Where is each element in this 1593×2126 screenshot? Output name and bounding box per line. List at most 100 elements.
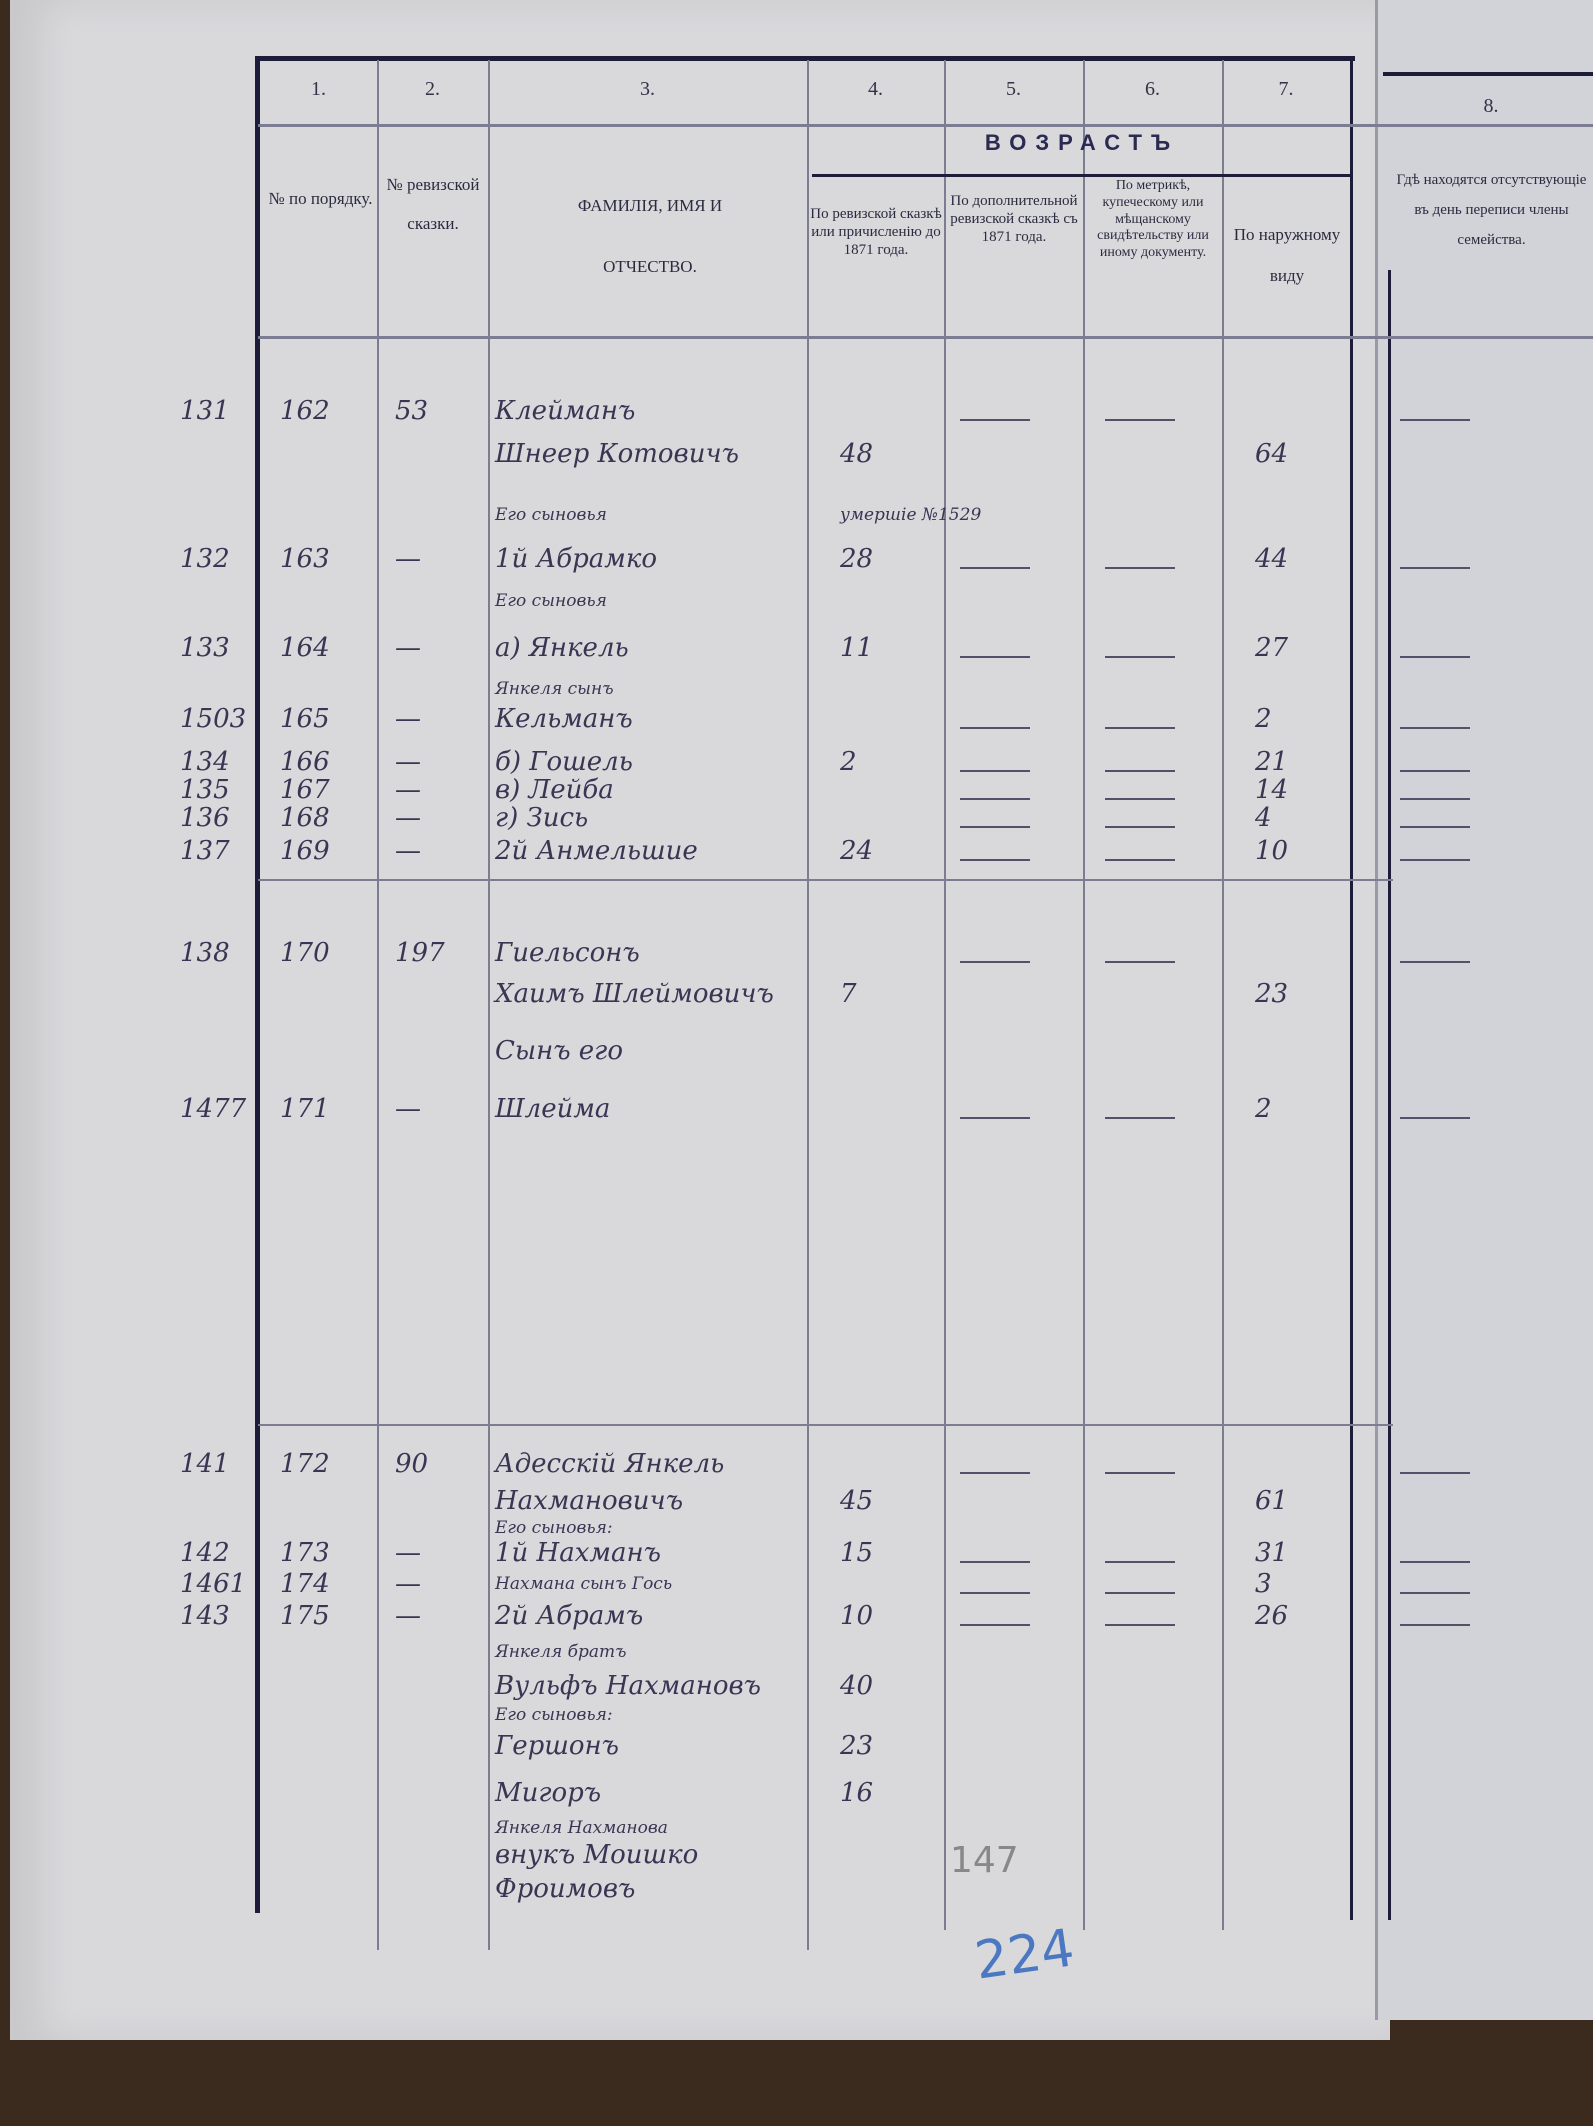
margin-number: 141 xyxy=(180,1449,230,1479)
margin-number: 136 xyxy=(180,803,230,833)
name-cell: Нахмана сынъ Гось xyxy=(495,1574,673,1594)
dash-col8 xyxy=(1400,770,1470,772)
dash-col8 xyxy=(1400,1117,1470,1119)
age-revision: 2 xyxy=(840,747,857,777)
margin-number: 133 xyxy=(180,633,230,663)
col-number-2: 2. xyxy=(425,78,440,100)
age-appearance: 26 xyxy=(1255,1601,1289,1631)
col-number-6: 6. xyxy=(1145,78,1160,100)
name-cell: Сынъ его xyxy=(495,1036,623,1066)
facing-top-border xyxy=(1383,72,1593,76)
name-cell: а) Янкель xyxy=(495,633,629,663)
col-number-3: 3. xyxy=(640,78,655,100)
revision-number: — xyxy=(395,1538,421,1568)
table-row: Его сыновья: xyxy=(0,1518,1400,1564)
margin-number: 137 xyxy=(180,836,230,866)
table-row: Янкеля сынъ xyxy=(0,679,1400,725)
table-row: 136 168 — г) Зись 4 xyxy=(0,803,1470,854)
dash-col5 xyxy=(960,567,1030,569)
col7-header: По наружному виду xyxy=(1233,225,1341,285)
table-row: Его сыновья умершіе №1529 xyxy=(0,505,1400,551)
dash-col6 xyxy=(1105,859,1175,861)
name-cell: Его сыновья: xyxy=(495,1705,613,1725)
age-appearance: 2 xyxy=(1255,704,1272,734)
col-number-1: 1. xyxy=(311,78,326,100)
col-number-7: 7. xyxy=(1278,78,1294,100)
table-row: 143 175 — 2й Абрамъ 10 26 xyxy=(0,1601,1470,1652)
age-appearance: 31 xyxy=(1255,1538,1289,1568)
revision-number: — xyxy=(395,1601,421,1631)
age-appearance: 10 xyxy=(1255,836,1289,866)
age-appearance: 23 xyxy=(1255,979,1289,1009)
name-cell: Гиельсонъ xyxy=(495,938,640,968)
age-group-divider xyxy=(812,174,1352,177)
col-divider xyxy=(1222,60,1224,1930)
dash-col5 xyxy=(960,419,1030,421)
name-cell: Его сыновья: xyxy=(495,1518,613,1538)
dash-col5 xyxy=(960,770,1030,772)
table-row: Сынъ его xyxy=(0,1036,1400,1087)
table-row: Его сыновья xyxy=(0,591,1400,637)
name-cell: Нахмановичъ xyxy=(495,1486,684,1516)
col-divider xyxy=(377,60,379,1950)
table-row: 138 170 197 Гиельсонъ xyxy=(0,938,1470,989)
table-row: Янкеля братъ xyxy=(0,1642,1400,1688)
margin-number: 142 xyxy=(180,1538,230,1568)
name-cell: 1й Абрамко xyxy=(495,544,657,574)
dash-col8 xyxy=(1400,1561,1470,1563)
age-revision: 48 xyxy=(840,439,874,469)
table-row: 142 173 — 1й Нахманъ 15 31 xyxy=(0,1538,1470,1589)
name-cell: Хаимъ Шлеймовичъ xyxy=(495,979,774,1009)
dash-col5 xyxy=(960,1592,1030,1594)
name-cell: Шнеер Котовичъ xyxy=(495,439,739,469)
col3-header: ФАМИЛІЯ, ИМЯ И ОТЧЕСТВО. xyxy=(577,196,723,277)
dash-col5 xyxy=(960,727,1030,729)
table-row: 137 169 — 2й Анмельшие 24 10 xyxy=(0,836,1470,887)
dash-col6 xyxy=(1105,1592,1175,1594)
name-cell: г) Зись xyxy=(495,803,589,833)
dash-col5 xyxy=(960,961,1030,963)
age-appearance: 61 xyxy=(1255,1486,1289,1516)
margin-number: 1477 xyxy=(180,1094,247,1124)
col-divider xyxy=(807,60,809,1950)
name-cell: Янкеля братъ xyxy=(495,1642,627,1662)
table-row: Хаимъ Шлеймовичъ 7 23 xyxy=(0,979,1400,1030)
margin-number: 131 xyxy=(180,396,230,426)
table-row: Вульфъ Нахмановъ 40 xyxy=(0,1671,1400,1722)
row-number: 169 xyxy=(280,836,330,866)
age-revision: 11 xyxy=(840,633,874,663)
dash-col6 xyxy=(1105,727,1175,729)
revision-number: — xyxy=(395,1094,421,1124)
col4-header: По ревизской сказкѣ или причисленію до 1… xyxy=(810,206,942,258)
header-bottom-divider xyxy=(258,336,1593,339)
dash-col5 xyxy=(960,656,1030,658)
age-group-header: ВОЗРАСТЪ xyxy=(984,130,1180,155)
revision-number: 90 xyxy=(395,1449,429,1479)
dash-col6 xyxy=(1105,1561,1175,1563)
row-number: 162 xyxy=(280,396,330,426)
revision-number: — xyxy=(395,633,421,663)
table-row: 133 164 — а) Янкель 11 27 xyxy=(0,633,1470,684)
age-revision: 7 xyxy=(840,979,857,1009)
revision-number: — xyxy=(395,1569,421,1599)
age-revision: 10 xyxy=(840,1601,874,1631)
age-revision: 16 xyxy=(840,1778,874,1808)
dash-col8 xyxy=(1400,859,1470,861)
table-row: Мигоръ 16 xyxy=(0,1778,1400,1829)
col-divider xyxy=(1083,60,1085,1930)
name-cell: Кельманъ xyxy=(495,704,633,734)
dash-col5 xyxy=(960,826,1030,828)
row-number: 164 xyxy=(280,633,330,663)
table-row: Гершонъ 23 xyxy=(0,1731,1400,1782)
dash-col8 xyxy=(1400,419,1470,421)
dash-col6 xyxy=(1105,1624,1175,1626)
ledger-page xyxy=(10,0,1390,2040)
table-row: внукъ Моишко xyxy=(0,1840,1400,1891)
table-row: 135 167 — в) Лейба 14 xyxy=(0,775,1470,826)
revision-number: 197 xyxy=(395,938,445,968)
col8-header: Гдѣ находятся отсутствующіе въ день пере… xyxy=(1396,172,1587,248)
name-cell: внукъ Моишко xyxy=(495,1840,699,1870)
table-row: Фроимовъ xyxy=(0,1874,1400,1925)
table-row: 134 166 — б) Гошель 2 21 xyxy=(0,747,1470,798)
margin-number: 1503 xyxy=(180,704,247,734)
